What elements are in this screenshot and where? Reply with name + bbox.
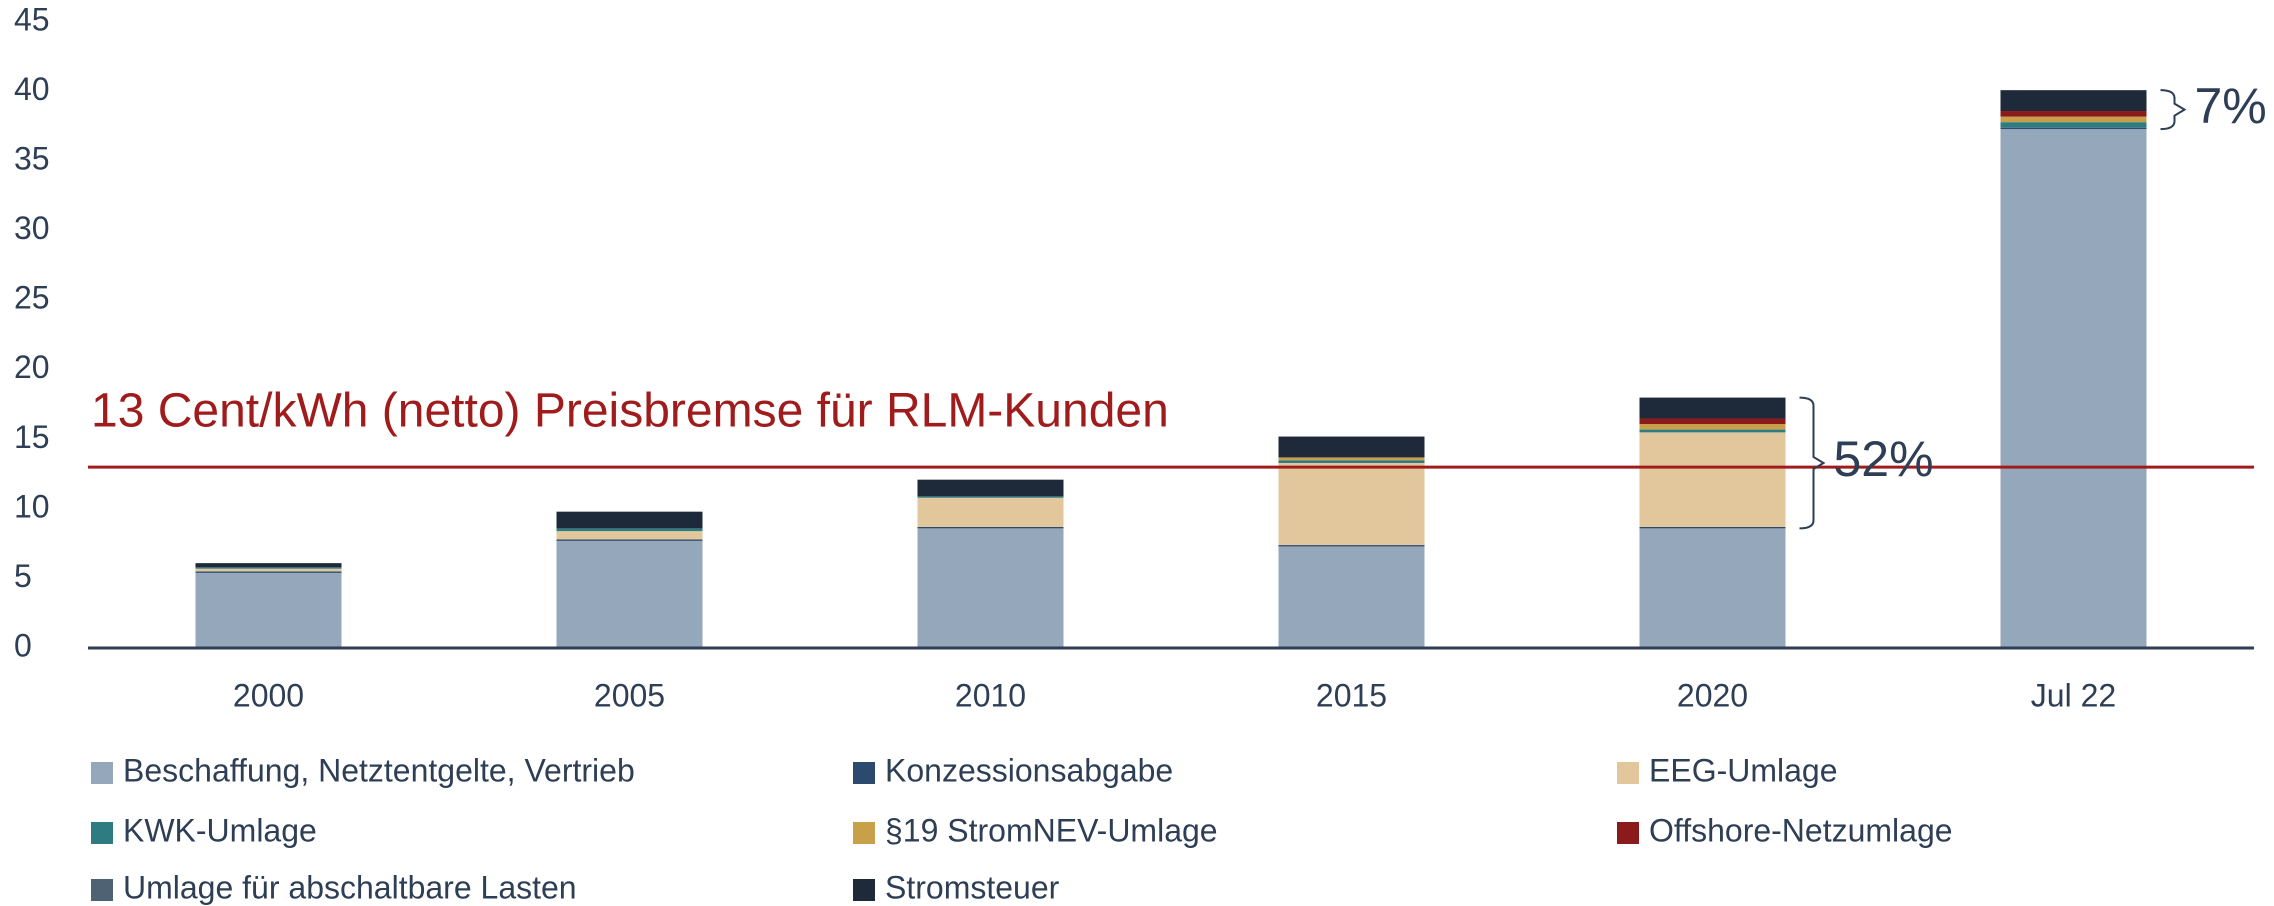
bar-segment [556,528,703,532]
bar-segment [917,496,1064,498]
legend-label: Konzessionsabgabe [885,752,1173,788]
bar-segment [2000,116,2147,123]
bar-segment [917,479,1064,497]
y-tick-label: 15 [14,419,50,455]
x-tick-label: 2020 [1677,677,1748,713]
legend-label: §19 StromNEV-Umlage [885,812,1218,848]
legend-swatch [853,762,875,784]
y-tick-label: 35 [14,141,50,177]
y-tick-label: 45 [14,1,50,37]
x-tick-label: 2000 [233,677,304,713]
annotation: 7% [2195,78,2267,134]
bar-segment [556,540,703,648]
bar-segment [1278,460,1425,463]
bar-segment [1278,545,1425,547]
y-tick-label: 25 [14,280,50,316]
x-tick-label: Jul 22 [2031,677,2116,713]
bar-segment [2000,111,2147,117]
bar-segment [1639,526,1786,529]
x-tick-label: 2010 [955,677,1026,713]
bar-segment [2000,122,2147,128]
bar-segment [556,511,703,529]
bar-segment [1639,424,1786,430]
bar-segment [1639,528,1786,648]
bar-segment [917,526,1064,529]
bar-segment [195,563,342,568]
bar-segment [2000,129,2147,649]
legend-label: KWK-Umlage [123,812,317,848]
bar-segment [917,497,1064,527]
bar-segment [1278,462,1425,546]
legend-swatch [853,822,875,844]
bar-segment [195,572,342,648]
legend-label: Stromsteuer [885,869,1060,905]
bar-segment [1278,436,1425,458]
bar-segment [1639,418,1786,425]
bar-segment [195,568,342,572]
y-tick-label: 0 [14,627,32,663]
legend-swatch [1617,822,1639,844]
bar-segment [556,539,703,541]
bar-segment [2000,127,2147,130]
bar-segment [195,567,342,569]
reference-label: 13 Cent/kWh (netto) Preisbremse für RLM-… [91,385,1169,438]
legend-label: Umlage für abschaltbare Lasten [123,869,577,905]
bar-segment [1278,457,1425,461]
bar-segment [2000,90,2147,112]
bar-segment [556,531,703,540]
bar-segment [195,571,342,573]
y-tick-label: 10 [14,488,50,524]
y-tick-label: 40 [14,71,50,107]
x-tick-label: 2005 [594,677,665,713]
bar-segment [1639,432,1786,527]
legend-swatch [1617,762,1639,784]
y-tick-label: 20 [14,349,50,385]
legend-swatch [91,822,113,844]
y-tick-label: 5 [14,558,32,594]
x-tick-label: 2015 [1316,677,1387,713]
legend-swatch [853,879,875,901]
y-tick-label: 30 [14,210,50,246]
legend-label: EEG-Umlage [1649,752,1838,788]
legend-label: Offshore-Netzumlage [1649,812,1953,848]
bar-segment [1278,546,1425,648]
bar-segment [1639,397,1786,419]
bracket [2160,89,2187,131]
annotation: 52% [1834,431,1934,487]
legend-swatch [91,762,113,784]
legend-swatch [91,879,113,901]
bracket [1799,396,1826,530]
legend-label: Beschaffung, Netztentgelte, Vertrieb [123,752,635,788]
bar-segment [917,528,1064,648]
bar-segment [1639,429,1786,433]
